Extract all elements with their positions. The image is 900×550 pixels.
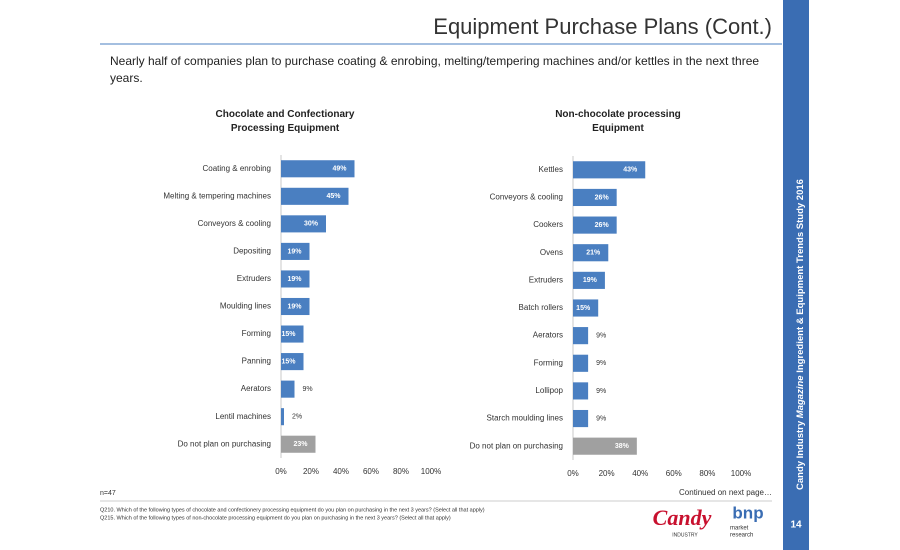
category-label: Do not plan on purchasing <box>470 441 563 450</box>
data-label: 38% <box>615 443 630 450</box>
x-tick-label: 80% <box>699 469 715 478</box>
bar <box>281 215 326 233</box>
x-tick-label: 80% <box>393 467 409 476</box>
x-tick-label: 40% <box>333 467 349 476</box>
bar <box>573 271 605 289</box>
sidebar-part: Magazine <box>795 375 806 418</box>
data-label: 19% <box>287 276 302 283</box>
category-label: Panning <box>242 357 271 366</box>
data-label: 26% <box>595 194 610 201</box>
bar <box>281 408 284 426</box>
x-tick-label: 60% <box>363 467 379 476</box>
category-label: Extruders <box>529 275 563 284</box>
question: Q215. Which of the following types of no… <box>100 515 451 521</box>
x-tick-label: 100% <box>421 467 441 476</box>
question: Q210. Which of the following types of ch… <box>100 507 485 513</box>
data-label: 9% <box>596 360 606 367</box>
category-label: Extruders <box>237 274 271 283</box>
bar <box>573 299 599 317</box>
data-label: 21% <box>586 250 601 257</box>
x-tick-label: 20% <box>303 467 319 476</box>
bar <box>573 327 589 345</box>
bar <box>281 187 349 205</box>
category-label: Aerators <box>241 384 271 393</box>
data-label: 19% <box>583 277 598 284</box>
category-label: Kettles <box>539 165 563 174</box>
data-label: 49% <box>332 166 347 173</box>
bar <box>573 188 617 207</box>
category-label: Batch rollers <box>519 303 563 312</box>
bar <box>573 244 609 262</box>
bar <box>281 435 316 453</box>
category-label: Cookers <box>533 220 563 229</box>
x-tick-label: 40% <box>632 469 648 478</box>
category-label: Starch moulding lines <box>487 414 563 423</box>
sidebar <box>783 0 809 550</box>
bar <box>573 382 589 400</box>
slide-title: Equipment Purchase Plans (Cont.) <box>433 14 772 39</box>
category-label: Coating & enrobing <box>203 164 272 173</box>
slide-subtitle: Nearly half of companies plan to purchas… <box>110 54 760 85</box>
category-label: Depositing <box>233 247 271 256</box>
bar <box>573 437 637 455</box>
category-label: Aerators <box>533 331 563 340</box>
bar <box>281 325 304 343</box>
data-label: 26% <box>595 222 610 229</box>
data-label: 9% <box>596 388 606 395</box>
bar <box>573 216 617 234</box>
chart-title: Chocolate and Confectionary Processing E… <box>215 109 355 134</box>
data-label: 9% <box>596 415 606 422</box>
data-label: 15% <box>576 305 591 312</box>
logo-industry: INDUSTRY <box>672 532 698 538</box>
data-label: 23% <box>293 441 308 448</box>
data-label: 19% <box>287 248 302 255</box>
data-label: 9% <box>303 386 313 393</box>
data-label: 43% <box>623 167 638 174</box>
category-label: Conveyors & cooling <box>490 193 563 202</box>
category-label: Ovens <box>540 248 563 257</box>
chart-title: Non-chocolate processing Equipment <box>555 109 681 134</box>
data-label: 15% <box>281 331 296 338</box>
sidebar-part: Candy Industry <box>795 420 806 490</box>
category-label: Conveyors & cooling <box>198 219 271 228</box>
bar <box>281 297 310 316</box>
x-tick-label: 100% <box>731 469 751 478</box>
logo-research: research <box>730 533 753 539</box>
x-tick-label: 60% <box>666 469 682 478</box>
data-label: 19% <box>287 303 302 310</box>
bar <box>281 353 304 371</box>
sidebar-text: Candy Industry Magazine Ingredient & Equ… <box>795 179 806 490</box>
page-number: 14 <box>790 520 802 531</box>
bar <box>281 270 310 288</box>
category-label: Forming <box>242 329 271 338</box>
bar <box>573 409 589 428</box>
category-label: Forming <box>534 358 563 367</box>
category-label: Lentil machines <box>215 412 271 421</box>
bar <box>573 161 646 179</box>
bar <box>281 380 295 398</box>
bar <box>281 160 355 178</box>
category-label: Do not plan on purchasing <box>178 439 271 448</box>
data-label: 2% <box>292 414 302 421</box>
logo-candy: Candy <box>653 505 712 530</box>
data-label: 15% <box>281 358 296 365</box>
data-label: 30% <box>304 221 319 228</box>
x-tick-label: 0% <box>567 469 579 478</box>
x-tick-label: 0% <box>275 467 287 476</box>
category-label: Lollipop <box>535 386 563 395</box>
bar <box>573 354 589 372</box>
sample-size: n=47 <box>100 490 116 497</box>
data-label: 9% <box>596 332 606 339</box>
sidebar-part: Ingredient & Equipment Trends Study 2016 <box>795 179 806 373</box>
x-tick-label: 20% <box>599 469 615 478</box>
data-label: 45% <box>326 193 341 200</box>
bar <box>281 242 310 260</box>
logo-bnp: bnp <box>732 503 763 522</box>
category-label: Melting & tempering machines <box>163 191 271 200</box>
continued: Continued on next page… <box>679 488 772 497</box>
category-label: Moulding lines <box>220 302 271 311</box>
logo-market: market <box>730 526 749 532</box>
